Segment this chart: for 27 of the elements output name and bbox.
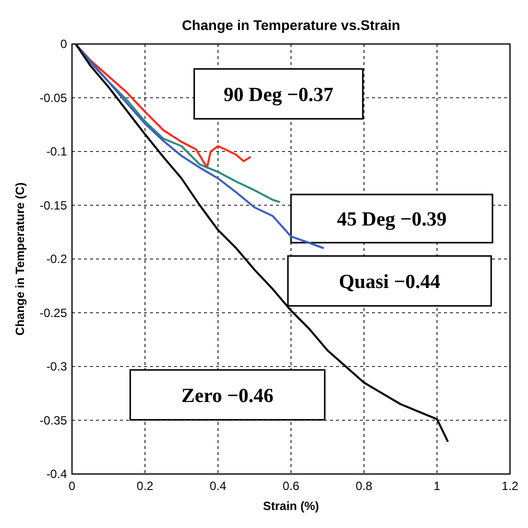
y-tick-label: -0.25 [40, 306, 68, 320]
text-box: 45 Deg −0.39 [290, 194, 494, 244]
y-tick-label: 0 [60, 37, 68, 51]
x-tick-label: 0.8 [356, 479, 373, 493]
y-tick-label: -0.4 [46, 467, 68, 481]
annotation: Zero −0.46 [181, 384, 274, 407]
y-tick-label: -0.1 [46, 144, 68, 158]
text-box: 90 Deg −0.37 [193, 68, 364, 120]
annotation: 45 Deg −0.39 [336, 208, 447, 231]
x-tick-label: 1.2 [502, 479, 519, 493]
y-tick-label: -0.05 [40, 90, 68, 105]
y-tick-label: -0.2 [46, 252, 68, 266]
x-tick-label: 1 [434, 479, 441, 493]
y-tick-label: -0.15 [40, 198, 68, 212]
y-tick-label: -0.3 [46, 360, 68, 374]
annotation: Quasi −0.44 [338, 270, 440, 293]
text-box: Quasi −0.44 [287, 255, 492, 307]
x-tick-label: 0.2 [136, 479, 154, 493]
x-tick-label: 0.6 [282, 479, 300, 493]
y-tick-label: -0.35 [40, 413, 68, 428]
x-axis-title: Strain (%) [262, 499, 320, 513]
chart-title: Change in Temperature vs.Strain [182, 17, 400, 33]
annotation: 90 Deg −0.37 [224, 84, 334, 106]
text-box: Zero −0.46 [130, 369, 326, 421]
y-axis-title: Change in Temperature (C) [13, 182, 27, 336]
x-tick-label: 0.4 [210, 479, 227, 493]
x-tick-label: 0 [68, 479, 76, 493]
